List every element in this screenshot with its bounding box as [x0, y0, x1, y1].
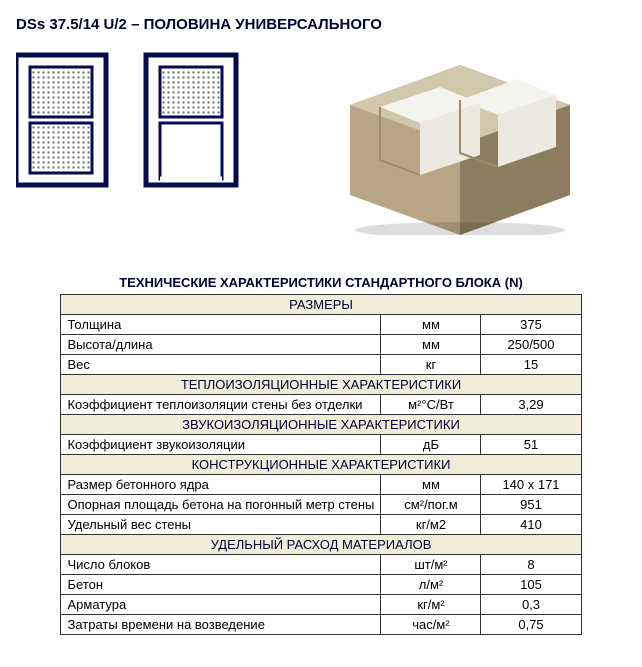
spec-table: РАЗМЕРЫТолщинамм375Высота/длинамм250/500… [60, 294, 581, 635]
table-row: Бетонл/м²105 [61, 575, 581, 595]
row-unit: мм [381, 475, 481, 495]
table-row: Толщинамм375 [61, 315, 581, 335]
row-unit: см²/пог.м [381, 495, 481, 515]
row-unit: мм [381, 335, 481, 355]
row-value: 3,29 [481, 395, 581, 415]
row-unit: м²°С/Вт [381, 395, 481, 415]
row-unit: мм [381, 315, 481, 335]
row-value: 951 [481, 495, 581, 515]
row-label: Коэффициент теплоизоляции стены без отде… [61, 395, 381, 415]
row-value: 15 [481, 355, 581, 375]
row-unit: шт/м² [381, 555, 481, 575]
row-unit: кг/м2 [381, 515, 481, 535]
row-unit: кг/м² [381, 595, 481, 615]
row-value: 51 [481, 435, 581, 455]
section-header: УДЕЛЬНЫЙ РАСХОД МАТЕРИАЛОВ [61, 535, 581, 555]
product-3d-render [310, 45, 590, 235]
table-row: Удельный вес стеныкг/м2410 [61, 515, 581, 535]
section-header: ТЕПЛОИЗОЛЯЦИОННЫЕ ХАРАКТЕРИСТИКИ [61, 375, 581, 395]
row-label: Арматура [61, 595, 381, 615]
row-label: Размер бетонного ядра [61, 475, 381, 495]
row-label: Удельный вес стены [61, 515, 381, 535]
row-label: Опорная площадь бетона на погонный метр … [61, 495, 381, 515]
table-row: Коэффициент звукоизоляциидБ51 [61, 435, 581, 455]
figure-row [16, 45, 626, 235]
row-value: 375 [481, 315, 581, 335]
table-row: Арматуракг/м²0,3 [61, 595, 581, 615]
row-label: Коэффициент звукоизоляции [61, 435, 381, 455]
row-value: 105 [481, 575, 581, 595]
table-title: ТЕХНИЧЕСКИЕ ХАРАКТЕРИСТИКИ СТАНДАРТНОГО … [16, 275, 626, 290]
table-row: Вескг15 [61, 355, 581, 375]
row-unit: дБ [381, 435, 481, 455]
row-value: 250/500 [481, 335, 581, 355]
table-row: Размер бетонного ядрамм140 x 171 [61, 475, 581, 495]
table-row: Коэффициент теплоизоляции стены без отде… [61, 395, 581, 415]
row-label: Вес [61, 355, 381, 375]
row-value: 410 [481, 515, 581, 535]
table-row: Опорная площадь бетона на погонный метр … [61, 495, 581, 515]
section-header: КОНСТРУКЦИОННЫЕ ХАРАКТЕРИСТИКИ [61, 455, 581, 475]
table-row: Высота/длинамм250/500 [61, 335, 581, 355]
row-unit: кг [381, 355, 481, 375]
technical-drawings [16, 45, 246, 195]
page-title: DSs 37.5/14 U/2 – ПОЛОВИНА УНИВЕРСАЛЬНОГ… [16, 16, 626, 33]
table-row: Число блоковшт/м²8 [61, 555, 581, 575]
row-label: Толщина [61, 315, 381, 335]
row-label: Высота/длина [61, 335, 381, 355]
row-value: 140 x 171 [481, 475, 581, 495]
table-row: Затраты времени на возведениечас/м²0,75 [61, 615, 581, 635]
row-value: 0,3 [481, 595, 581, 615]
row-value: 0,75 [481, 615, 581, 635]
row-label: Число блоков [61, 555, 381, 575]
row-unit: л/м² [381, 575, 481, 595]
row-label: Затраты времени на возведение [61, 615, 381, 635]
row-unit: час/м² [381, 615, 481, 635]
row-value: 8 [481, 555, 581, 575]
section-header: РАЗМЕРЫ [61, 295, 581, 315]
section-header: ЗВУКОИЗОЛЯЦИОННЫЕ ХАРАКТЕРИСТИКИ [61, 415, 581, 435]
row-label: Бетон [61, 575, 381, 595]
